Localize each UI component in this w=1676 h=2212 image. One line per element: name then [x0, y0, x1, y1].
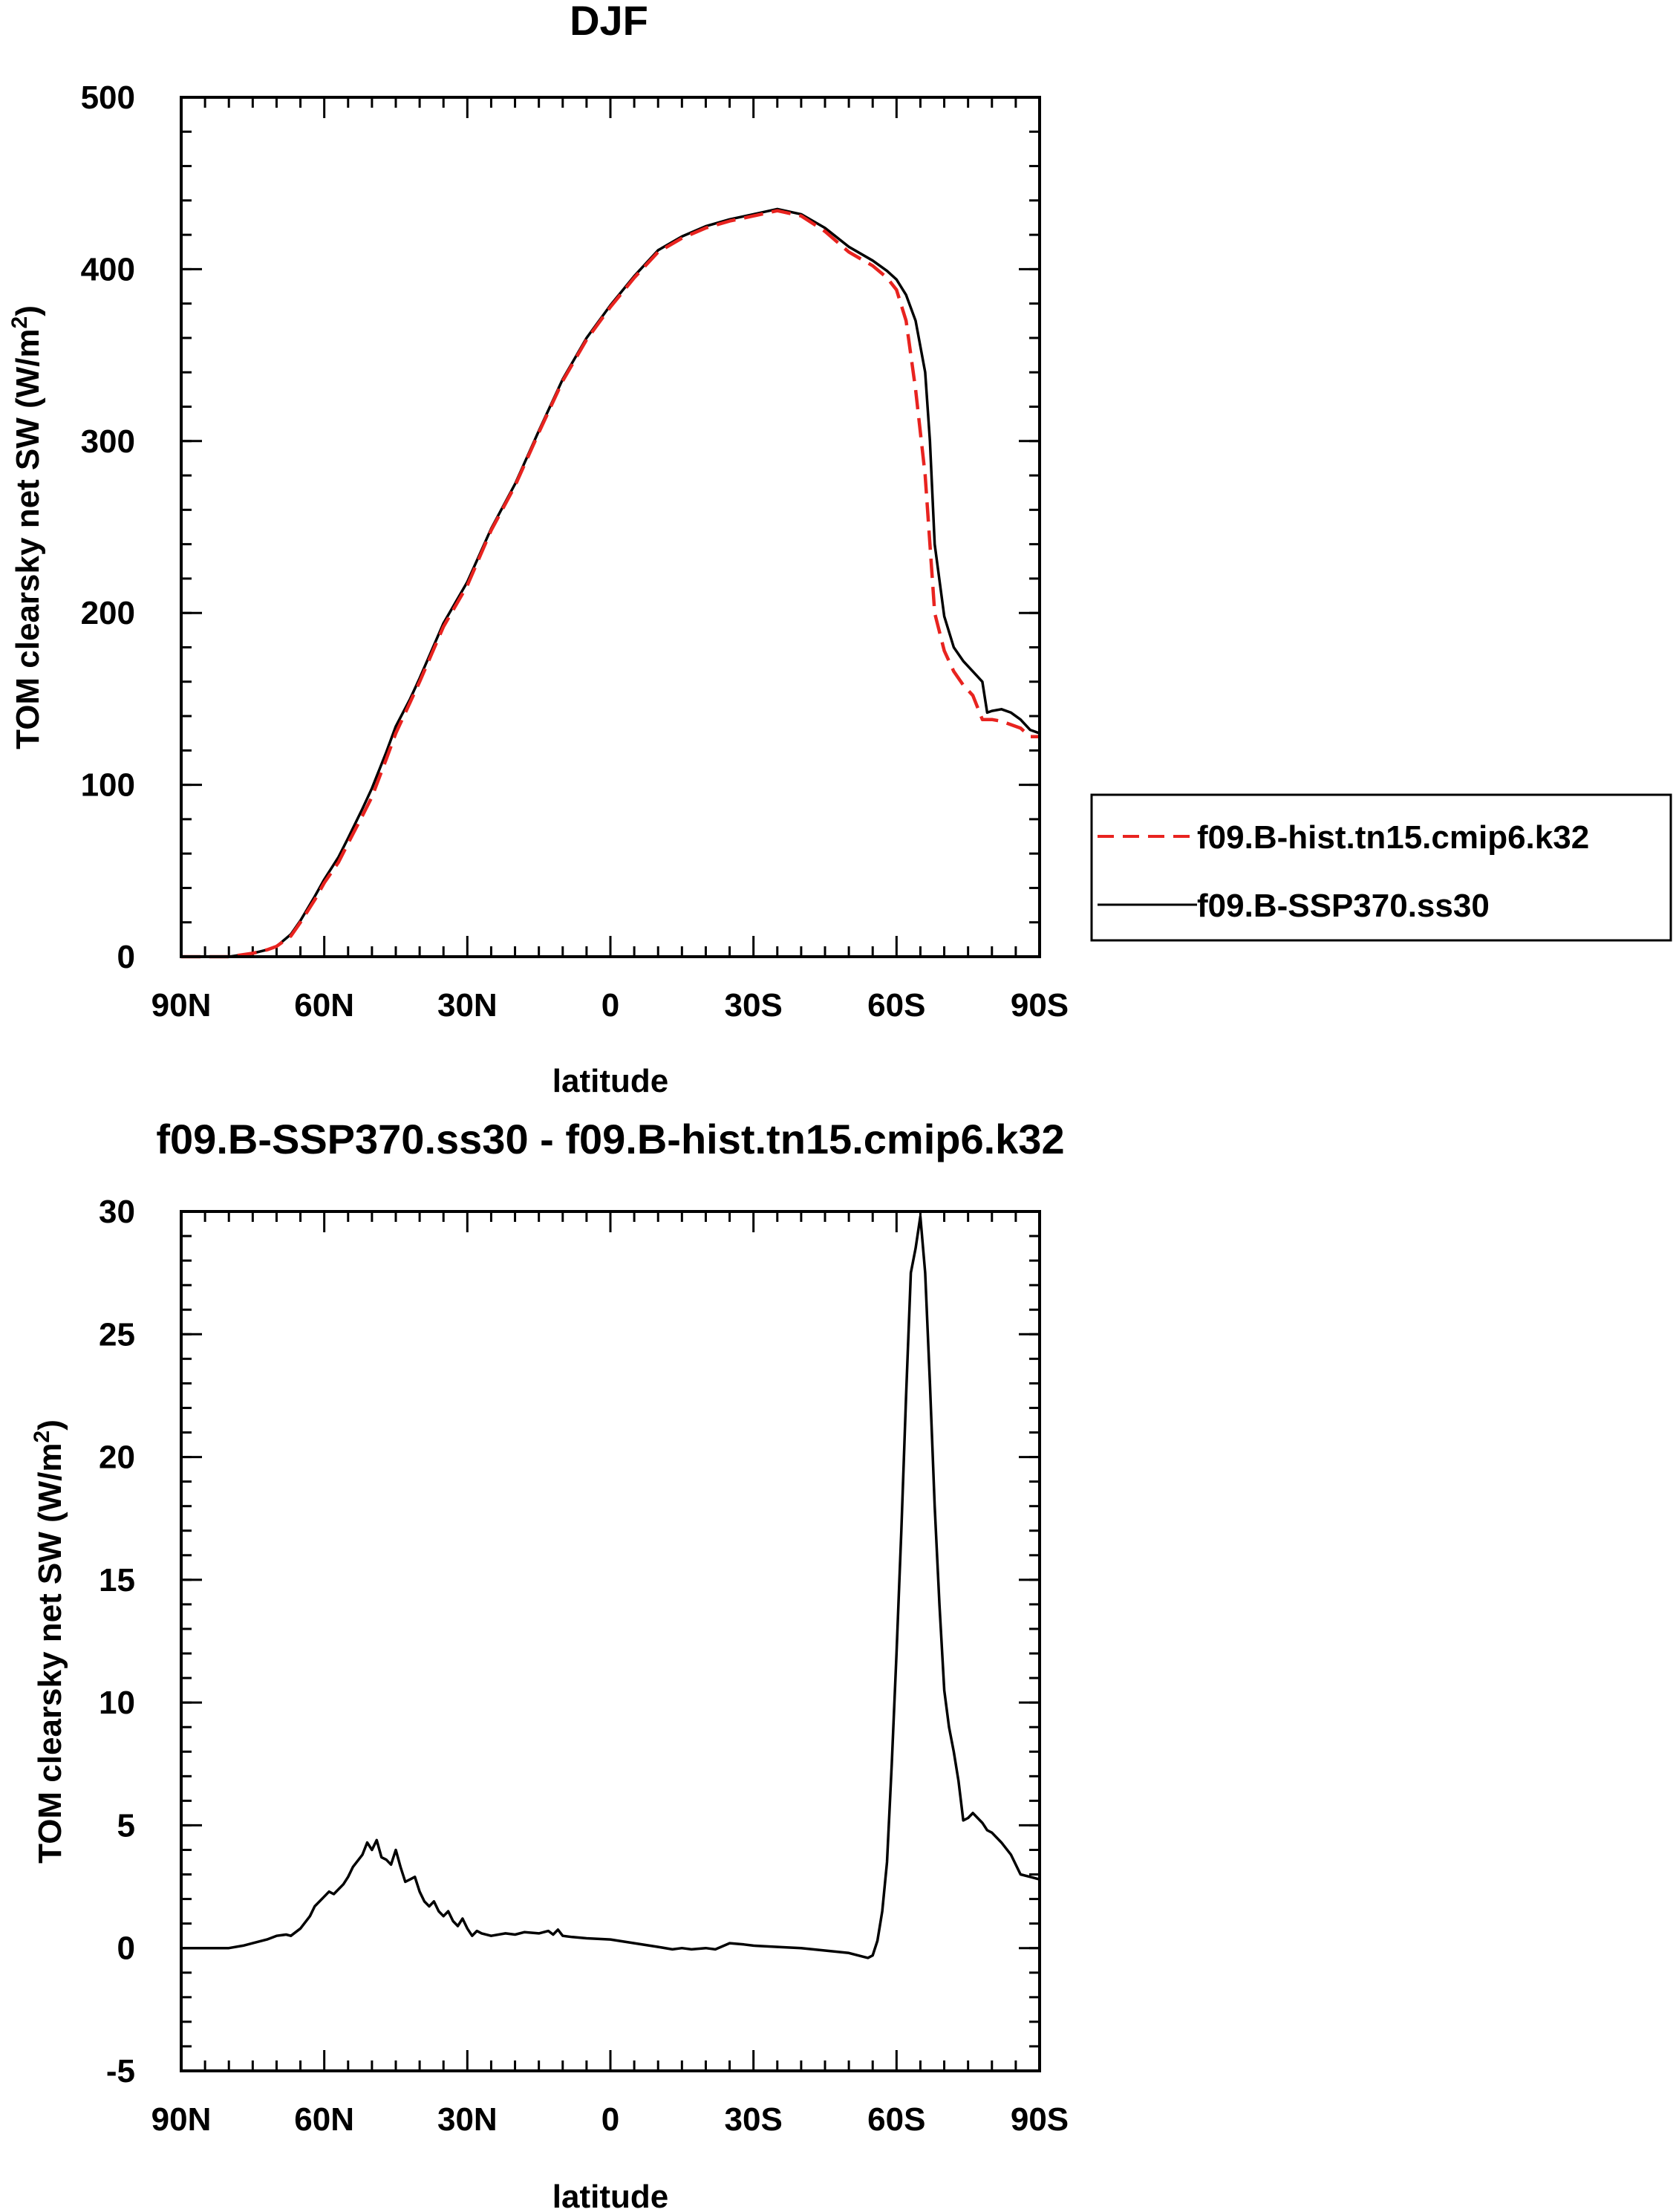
- top-x-tick-label: 30N: [437, 987, 498, 1024]
- legend-label-hist: f09.B-hist.tn15.cmip6.k32: [1197, 819, 1589, 856]
- top-y-tick-label: 0: [117, 939, 135, 975]
- bottom-x-tick-label: 30S: [725, 2101, 783, 2138]
- top-chart-title: DJF: [570, 0, 648, 44]
- legend-label-ssp: f09.B-SSP370.ss30: [1197, 888, 1490, 924]
- top-y-axis-label: TOM clearsky net SW (W/m2): [7, 305, 46, 749]
- top-x-tick-label: 90N: [151, 987, 212, 1024]
- bottom-x-tick-label: 90S: [1011, 2101, 1069, 2138]
- bottom-x-axis-label: latitude: [552, 2179, 668, 2212]
- bottom-y-tick-label: 5: [117, 1807, 135, 1844]
- top-y-tick-label: 200: [81, 595, 135, 631]
- bottom-y-tick-label: 0: [117, 1930, 135, 1967]
- top-y-tick-label: 300: [81, 423, 135, 460]
- bottom-y-axis-label: TOM clearsky net SW (W/m2): [30, 1419, 68, 1864]
- bottom-x-tick-label: 60S: [867, 2101, 925, 2138]
- bottom-x-tick-label: 0: [601, 2101, 619, 2138]
- top-y-tick-label: 500: [81, 79, 135, 116]
- bottom-plot-frame: [180, 1210, 1041, 2072]
- top-x-tick-label: 60N: [294, 987, 354, 1024]
- top-series-line-f09-b-hist-tn15-cmip6-k32: [181, 209, 1040, 959]
- top-x-tick-label: 90S: [1011, 987, 1069, 1024]
- top-plot-area: 90N 60N 30N 0 30S 60S 90S 0 100 200 300 400 500: [81, 79, 1069, 1024]
- bottom-chart-title: f09.B-SSP370.ss30 - f09.B-hist.tn15.cmip…: [156, 1116, 1064, 1162]
- bottom-y-tick-label: 20: [99, 1440, 135, 1476]
- bottom-x-tick-label: 60N: [294, 2101, 354, 2138]
- legend-box: [1090, 793, 1672, 942]
- top-x-axis-label: latitude: [552, 1063, 668, 1099]
- top-x-tick-label: 30S: [725, 987, 783, 1024]
- bottom-y-tick-label: 10: [99, 1685, 135, 1721]
- bottom-x-tick-label: 90N: [151, 2101, 212, 2138]
- top-plot-frame: [180, 96, 1041, 958]
- bottom-y-tick-label: -5: [106, 2053, 135, 2089]
- top-x-tick-label: 60S: [867, 987, 925, 1024]
- bottom-y-tick-label: 30: [99, 1194, 135, 1230]
- legend: f09.B-hist.tn15.cmip6.k32 f09.B-SSP370.s…: [1090, 793, 1672, 942]
- top-series-line-f09-b-ssp370-ss30: [181, 207, 1040, 958]
- top-x-tick-label: 0: [601, 987, 619, 1024]
- bottom-panel: f09.B-SSP370.ss30 - f09.B-hist.tn15.cmip…: [30, 1116, 1069, 2212]
- top-y-tick-label: 400: [81, 251, 135, 287]
- bottom-plot-area: 90N 60N 30N 0 30S 60S 90S -5 0 5 10 15 20 25 30: [99, 1194, 1069, 2138]
- bottom-y-tick-label: 25: [99, 1316, 135, 1353]
- top-panel: DJF 90N 60N 30N 0 30S 60S 90S0100200300400500 …: [7, 0, 1672, 1099]
- bottom-y-tick-label: 15: [99, 1562, 135, 1598]
- top-y-tick-label: 100: [81, 767, 135, 804]
- bottom-x-tick-label: 30N: [437, 2101, 498, 2138]
- bottom-series-line-f09-b-ssp370-ss30-f09-b-hist-tn15-cmip6-k32: [181, 1214, 1040, 1959]
